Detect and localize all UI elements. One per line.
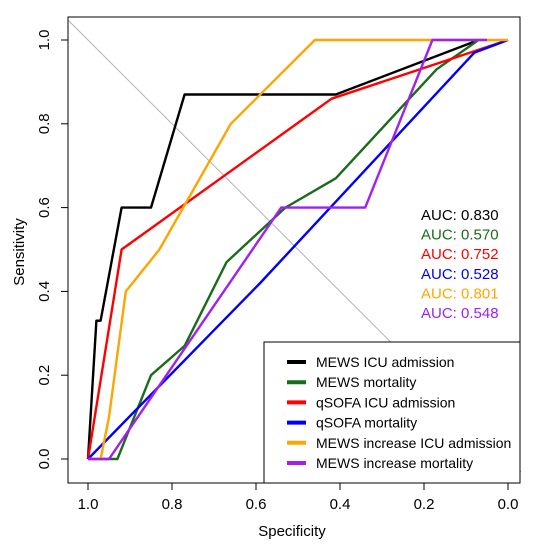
y-tick-label: 0.2 [36, 365, 53, 386]
auc-label-4: AUC: 0.528 [421, 266, 499, 283]
legend-label-3: qSOFA ICU admission [316, 394, 455, 410]
y-axis-label: Sensitivity [11, 218, 28, 286]
x-tick-label: 0.6 [246, 496, 267, 513]
x-tick-label: 0.4 [330, 496, 351, 513]
x-tick-label: 0.8 [162, 496, 183, 513]
y-tick-label: 0.0 [36, 449, 53, 470]
y-tick-label: 0.4 [36, 281, 53, 302]
series-line-5 [88, 38, 508, 461]
x-tick-label: 0.2 [414, 496, 435, 513]
legend: MEWS ICU admission MEWS mortality qSOFA IC… [263, 341, 521, 484]
y-tick-label: 1.0 [36, 30, 53, 51]
auc-label-5: AUC: 0.801 [421, 285, 499, 302]
y-tick-label: 0.8 [36, 113, 53, 134]
x-tick-label: 1.0 [78, 496, 99, 513]
legend-label-1: MEWS ICU admission [316, 354, 454, 370]
legend-label-4: qSOFA mortality [316, 415, 417, 431]
auc-label-1: AUC: 0.830 [421, 207, 499, 224]
series-line-1 [86, 38, 480, 460]
auc-labels: AUC: 0.830 AUC: 0.570 AUC: 0.752 AUC: 0.528… [421, 207, 499, 322]
series-line-4 [87, 38, 509, 460]
x-axis-label: Specificity [258, 523, 326, 540]
legend-label-5: MEWS increase ICU admission [316, 435, 511, 451]
legend-box [263, 341, 521, 484]
legend-label-6: MEWS increase mortality [316, 455, 473, 471]
y-tick-label: 0.6 [36, 197, 53, 218]
auc-label-3: AUC: 0.752 [421, 246, 499, 263]
auc-label-2: AUC: 0.570 [421, 227, 499, 244]
series-line-6 [88, 38, 487, 461]
legend-label-2: MEWS mortality [316, 374, 416, 390]
auc-label-6: AUC: 0.548 [421, 305, 499, 322]
axis-layer: 1.0 0.8 0.6 0.4 0.2 0.0 0.0 0.2 0.4 0.6 0.8 1.0 [36, 30, 518, 513]
x-tick-label: 0.0 [498, 496, 519, 513]
series-layer [86, 38, 509, 461]
